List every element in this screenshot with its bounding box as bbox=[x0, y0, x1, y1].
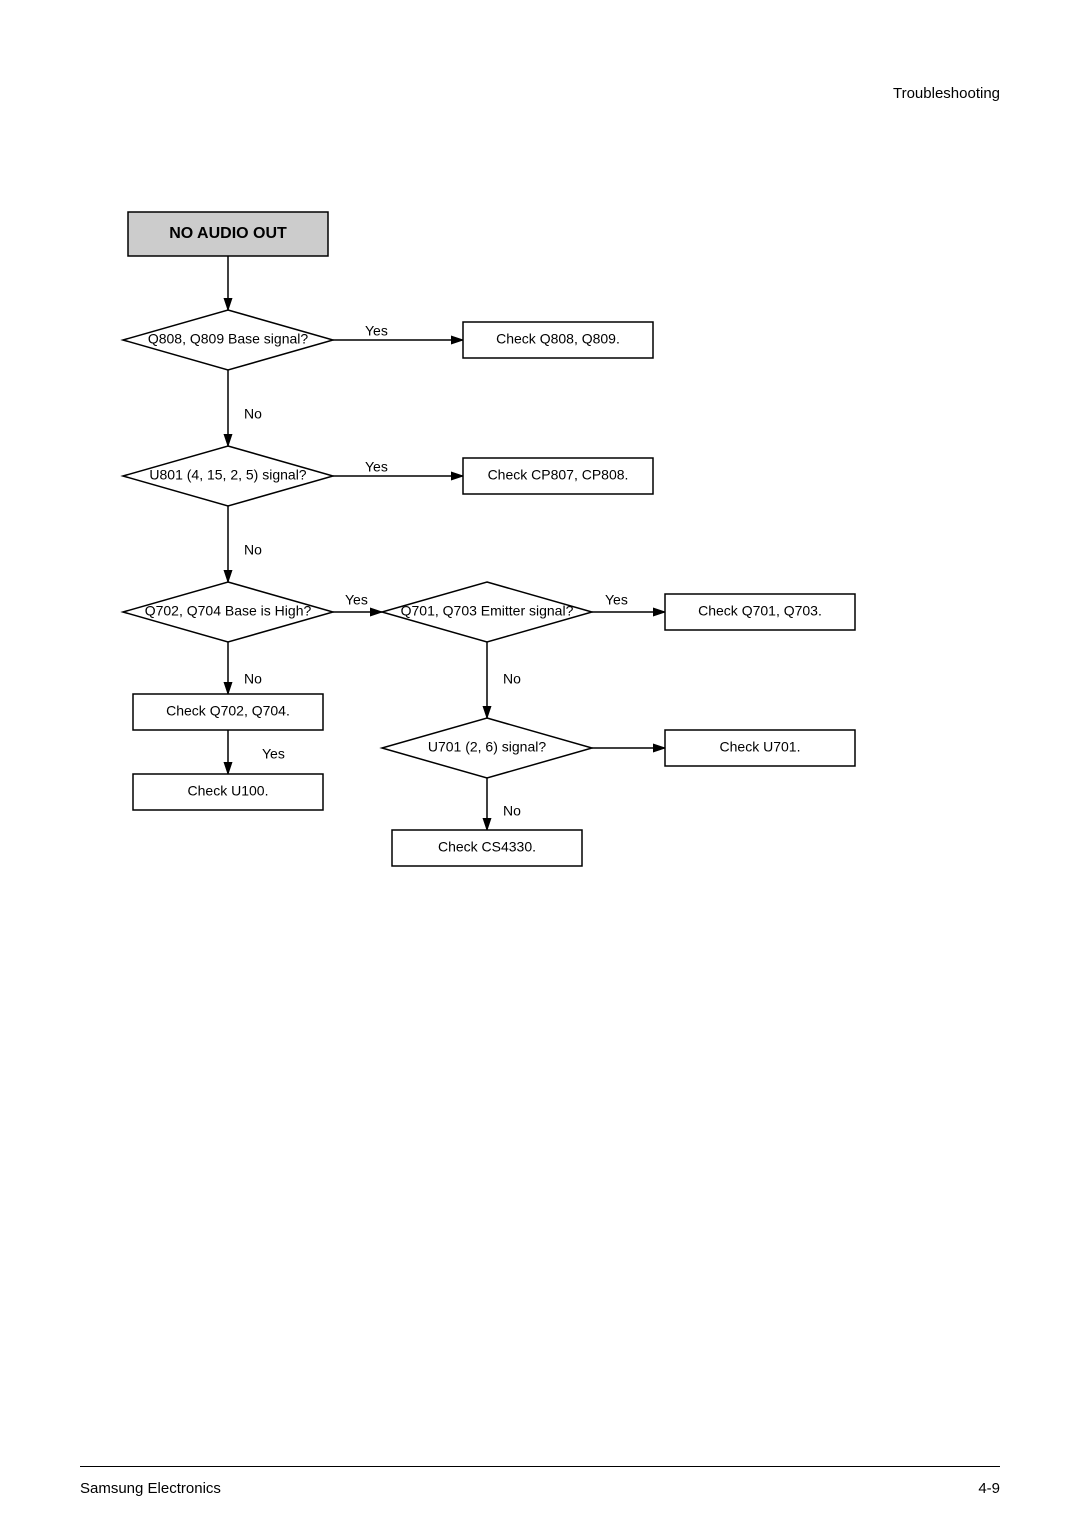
node-d5: U701 (2, 6) signal? bbox=[382, 718, 592, 778]
node-d4: Q701, Q703 Emitter signal? bbox=[382, 582, 592, 642]
svg-text:Check Q808, Q809.: Check Q808, Q809. bbox=[496, 331, 620, 347]
node-p6: Check U701. bbox=[665, 730, 855, 766]
edge-label-p4-p5: Yes bbox=[262, 746, 285, 762]
footer-left: Samsung Electronics bbox=[80, 1480, 221, 1497]
svg-text:Check Q701, Q703.: Check Q701, Q703. bbox=[698, 603, 822, 619]
svg-text:Q701, Q703 Emitter signal?: Q701, Q703 Emitter signal? bbox=[401, 603, 574, 619]
svg-text:U701 (2, 6) signal?: U701 (2, 6) signal? bbox=[428, 739, 547, 755]
edge-label-d3-d4: Yes bbox=[345, 592, 368, 608]
edge-label-d2-d3: No bbox=[244, 542, 262, 558]
svg-text:Check CP807, CP808.: Check CP807, CP808. bbox=[488, 467, 629, 483]
node-p3: Check Q701, Q703. bbox=[665, 594, 855, 630]
node-d2: U801 (4, 15, 2, 5) signal? bbox=[123, 446, 333, 506]
svg-text:Check U100.: Check U100. bbox=[188, 783, 269, 799]
edge-label-d1-d2: No bbox=[244, 406, 262, 422]
edge-label-d2-p2: Yes bbox=[365, 459, 388, 475]
edge-label-d4-d5: No bbox=[503, 671, 521, 687]
node-d3: Q702, Q704 Base is High? bbox=[123, 582, 333, 642]
footer-right: 4-9 bbox=[978, 1480, 1000, 1497]
svg-text:Check Q702, Q704.: Check Q702, Q704. bbox=[166, 703, 290, 719]
node-p1: Check Q808, Q809. bbox=[463, 322, 653, 358]
svg-text:U801 (4, 15, 2, 5) signal?: U801 (4, 15, 2, 5) signal? bbox=[149, 467, 306, 483]
edge-label-d5-p7: No bbox=[503, 803, 521, 819]
page: Troubleshooting NO AUDIO OUTQ808, Q809 B… bbox=[0, 0, 1080, 1527]
node-p2: Check CP807, CP808. bbox=[463, 458, 653, 494]
edge-label-d1-p1: Yes bbox=[365, 323, 388, 339]
svg-text:Check U701.: Check U701. bbox=[720, 739, 801, 755]
node-start: NO AUDIO OUT bbox=[128, 212, 328, 256]
node-p7: Check CS4330. bbox=[392, 830, 582, 866]
svg-text:NO AUDIO OUT: NO AUDIO OUT bbox=[169, 225, 287, 242]
svg-text:Q702, Q704 Base is High?: Q702, Q704 Base is High? bbox=[145, 603, 312, 619]
edge-label-d4-p3: Yes bbox=[605, 592, 628, 608]
svg-text:Q808, Q809 Base signal?: Q808, Q809 Base signal? bbox=[148, 331, 309, 347]
node-d1: Q808, Q809 Base signal? bbox=[123, 310, 333, 370]
edge-label-d3-p4: No bbox=[244, 671, 262, 687]
node-p5: Check U100. bbox=[133, 774, 323, 810]
svg-text:Check CS4330.: Check CS4330. bbox=[438, 839, 536, 855]
flowchart: NO AUDIO OUT Q808, Q809 Base signal? Check… bbox=[0, 0, 1080, 1527]
footer-rule bbox=[80, 1466, 1000, 1467]
node-p4: Check Q702, Q704. bbox=[133, 694, 323, 730]
